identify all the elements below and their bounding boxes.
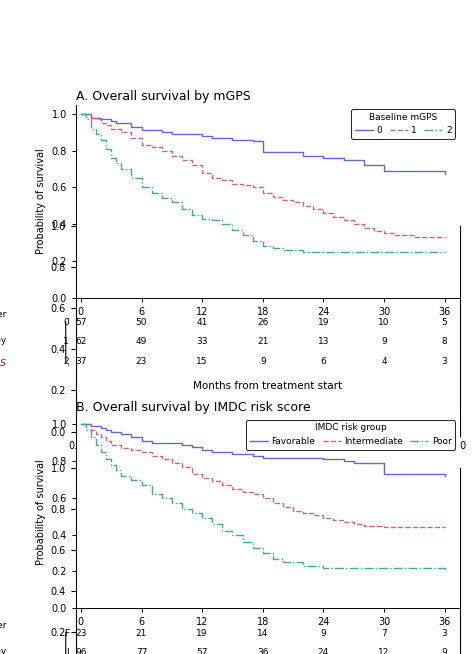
Legend: 0, 1, 2: 0, 1, 2 [352,109,455,139]
Text: F: F [64,628,69,638]
Text: 77: 77 [136,648,147,654]
Text: 9: 9 [442,648,447,654]
Text: I: I [66,648,69,654]
Text: Number: Number [0,621,7,630]
Text: 9: 9 [320,628,326,638]
Text: 15: 15 [196,356,208,366]
Text: 21: 21 [257,337,268,347]
Text: 0: 0 [63,318,69,327]
Text: 3: 3 [442,356,447,366]
Text: 14: 14 [257,628,268,638]
Text: 33: 33 [196,337,208,347]
Text: 19: 19 [196,628,208,638]
Text: 23: 23 [75,628,87,638]
Text: 49: 49 [136,337,147,347]
Text: at risk by: at risk by [0,336,7,345]
Text: 9: 9 [381,337,387,347]
Text: 13: 13 [318,337,329,347]
Text: 10: 10 [378,318,390,327]
Text: 4: 4 [381,356,387,366]
Text: 2: 2 [63,356,69,366]
Text: mGPS: mGPS [0,358,7,368]
Text: 8: 8 [442,337,447,347]
Text: 12: 12 [378,648,390,654]
Text: p < 0.0001: p < 0.0001 [398,116,452,126]
Text: Months from treatment start: Months from treatment start [193,381,342,391]
Text: B. Overall survival by IMDC risk score: B. Overall survival by IMDC risk score [76,401,310,414]
Text: 62: 62 [75,337,87,347]
Text: 36: 36 [257,648,268,654]
Text: 50: 50 [136,318,147,327]
Text: 19: 19 [318,318,329,327]
Text: 7: 7 [381,628,387,638]
Text: 9: 9 [260,356,265,366]
Text: 26: 26 [257,318,268,327]
Text: 21: 21 [136,628,147,638]
Text: at risk by: at risk by [0,647,7,654]
Text: 37: 37 [75,356,87,366]
Text: 23: 23 [136,356,147,366]
Legend: Favorable, Intermediate, Poor: Favorable, Intermediate, Poor [246,420,455,449]
Text: 57: 57 [196,648,208,654]
Text: 24: 24 [318,648,329,654]
Y-axis label: Probability of survival: Probability of survival [36,148,46,254]
Text: p < 0.0001: p < 0.0001 [398,427,452,437]
Y-axis label: Probability of survival: Probability of survival [36,459,46,564]
Text: 3: 3 [442,628,447,638]
Text: 6: 6 [320,356,326,366]
Text: 96: 96 [75,648,87,654]
Text: 57: 57 [75,318,87,327]
Text: 1: 1 [63,337,69,347]
Text: 41: 41 [196,318,208,327]
Text: A. Overall survival by mGPS: A. Overall survival by mGPS [76,90,251,103]
Text: Number: Number [0,311,7,319]
Text: 5: 5 [442,318,447,327]
